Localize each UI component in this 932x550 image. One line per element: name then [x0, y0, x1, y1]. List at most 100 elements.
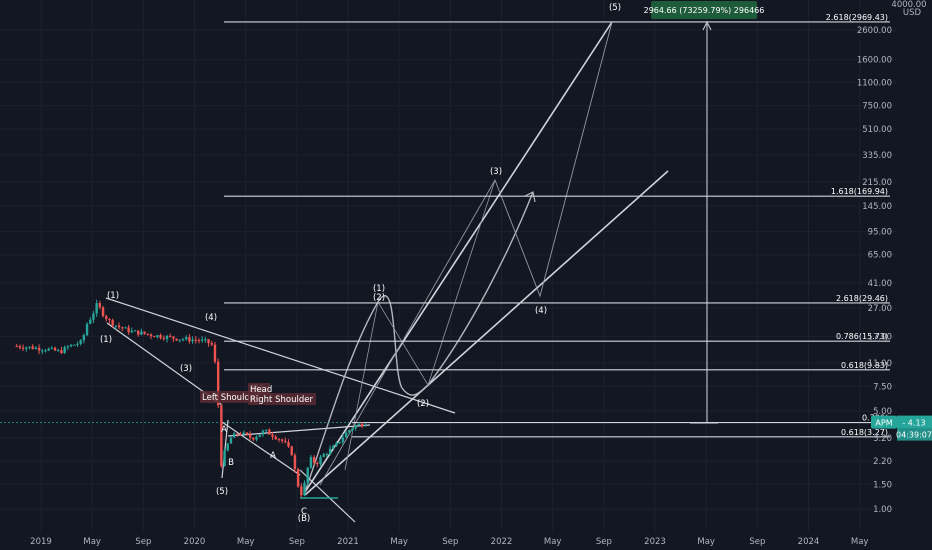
fib-level-label: 0.618(9.83) — [841, 361, 888, 370]
time-axis-tick-label: May — [544, 537, 562, 547]
candle-body — [296, 469, 300, 487]
candle-body — [248, 434, 252, 438]
neckline — [227, 424, 371, 437]
countdown-text: 04:39:07 — [896, 431, 932, 440]
candle-body — [149, 334, 153, 337]
candle-body — [271, 434, 274, 437]
price-axis-tick-label: 1.00 — [873, 505, 892, 515]
candle-body — [223, 450, 226, 467]
price-axis-tick-label: 7.50 — [873, 382, 892, 392]
candle-body — [50, 347, 54, 349]
wave-label: (4) — [535, 306, 547, 316]
projected-wave-arrow — [524, 191, 536, 203]
price-axis-tick-label: 2600.00 — [857, 26, 892, 36]
wave-label: (3) — [180, 364, 192, 374]
wave-label: B — [228, 458, 234, 468]
candle-body — [335, 442, 338, 446]
drawings-layer — [0, 20, 897, 523]
time-axis-tick-label: 2021 — [337, 537, 359, 547]
candle-body — [312, 457, 316, 463]
candle-body — [316, 462, 319, 465]
price-axis-tick-label: 4000.00 — [891, 0, 926, 10]
candle-body — [255, 436, 258, 440]
price-axis-tick-label: 5.00 — [873, 407, 892, 417]
price-badge-value: - 4.13 — [902, 419, 925, 428]
wave-label: (2) — [417, 399, 429, 409]
wave-label: (3) — [490, 167, 502, 177]
pattern-label: Right Shoulder — [250, 395, 313, 405]
pattern-label-bg — [248, 393, 316, 405]
countdown-badge — [897, 428, 932, 441]
wave-label: C — [301, 507, 307, 517]
candle-body — [15, 346, 18, 348]
fib-level-label: 0.786(15.73) — [836, 332, 888, 341]
symbol-badge — [871, 415, 897, 429]
wave-label: A — [270, 451, 276, 461]
fib-level-label: 1.618(169.94) — [831, 187, 888, 196]
candle-body — [114, 325, 118, 327]
candle-body — [47, 348, 50, 351]
price-badge — [897, 415, 932, 429]
candle-body — [357, 423, 361, 426]
candle-body — [216, 361, 220, 406]
time-axis-tick-label: May — [83, 537, 101, 547]
downtrend-line — [105, 297, 456, 414]
time-axis-tick-label: May — [697, 537, 715, 547]
price-axis-tick-label: 65.00 — [868, 251, 892, 261]
time-axis-tick-label: Sep — [135, 537, 151, 547]
candle-body — [181, 339, 185, 341]
rising-channel-lower — [304, 170, 669, 496]
wave-label: (B) — [298, 514, 310, 524]
price-axis-tick-label: 27.00 — [868, 304, 892, 314]
candle-body — [95, 303, 98, 314]
candle-body — [341, 437, 345, 442]
pattern-label-bg — [248, 383, 270, 395]
time-axis-tick-label: May — [390, 537, 408, 547]
candle-body — [92, 313, 95, 320]
time-axis[interactable]: 2019 May Sep 2020 May Sep 2021 May Sep 2022 May Sep… — [30, 537, 868, 547]
candle-body — [284, 440, 287, 443]
alt-wave-path — [344, 179, 496, 471]
candle-body — [105, 316, 108, 319]
candle-body — [25, 347, 28, 349]
candle-body — [332, 445, 335, 449]
candle-body — [204, 339, 207, 341]
candle-body — [89, 319, 92, 324]
candle-body — [252, 437, 255, 440]
price-axis-tick-label: 1100.00 — [857, 78, 892, 88]
candle-body — [188, 337, 191, 342]
candle-body — [303, 482, 306, 496]
candle-body — [328, 448, 332, 455]
time-axis-tick-label: 2019 — [30, 537, 52, 547]
candle-body — [79, 340, 82, 344]
candle-body — [351, 428, 354, 431]
candle-body — [287, 442, 290, 447]
candle-body — [41, 350, 44, 352]
candle-body — [322, 454, 325, 457]
wave-label: (5) — [609, 3, 621, 13]
candle-body — [111, 319, 114, 326]
candle-body — [140, 331, 143, 335]
price-axis-tick-label: 335.00 — [862, 151, 892, 161]
candle-body — [73, 344, 76, 346]
candle-body — [239, 434, 242, 436]
candle-body — [274, 436, 277, 440]
time-axis-tick-label: May — [851, 537, 869, 547]
candle-body — [348, 430, 351, 433]
candle-body — [344, 432, 348, 438]
candle-body — [34, 347, 38, 349]
candle-body — [76, 343, 79, 345]
wave-label: (1) — [373, 284, 385, 294]
wave-label: (5) — [216, 487, 228, 497]
candle-body — [53, 347, 57, 351]
candle-body — [184, 337, 188, 340]
candle-body — [98, 303, 102, 308]
price-axis-tick-label: 17.00 — [868, 332, 892, 342]
time-axis-tick-label: Sep — [749, 537, 765, 547]
candle-body — [207, 339, 210, 344]
candle-body — [121, 327, 124, 329]
pattern-label: Head — [250, 385, 272, 395]
